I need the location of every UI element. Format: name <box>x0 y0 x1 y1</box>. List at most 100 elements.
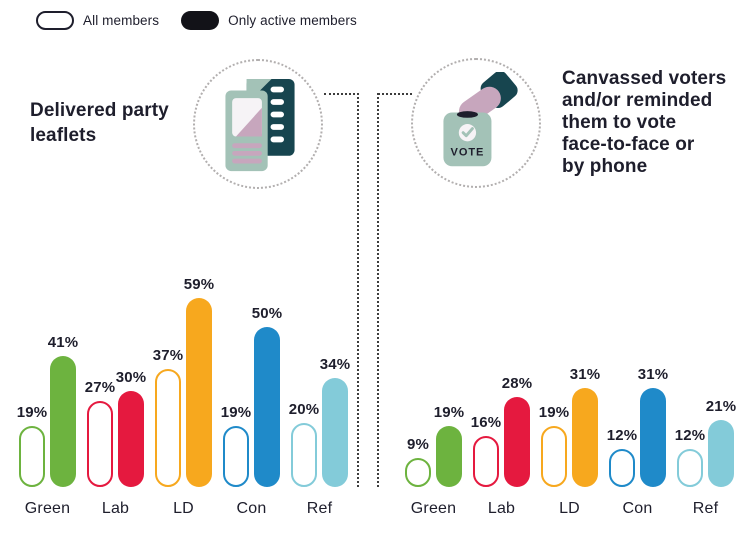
bar-all-members <box>291 423 317 487</box>
leaflet-icon-circle <box>193 59 323 189</box>
legend-item-all-members: All members <box>36 11 159 30</box>
bar-pair: 20% 34% <box>288 257 351 487</box>
category-label: Lab <box>101 500 130 517</box>
bar-value-label: 19% <box>16 404 48 421</box>
category-label: Con <box>236 500 267 517</box>
bar-wrap: 16% <box>470 414 502 487</box>
vote-label: VOTE <box>451 147 485 159</box>
bar-active-members <box>640 388 666 487</box>
bar-pair: 12% 21% <box>674 257 736 487</box>
bar-active-members <box>572 388 598 487</box>
bar-wrap: 12% <box>674 427 706 487</box>
bar-value-label: 19% <box>220 404 252 421</box>
bar-wrap: 19% <box>538 404 570 487</box>
leaflet-icon <box>225 78 295 172</box>
bar-all-members <box>405 458 431 487</box>
legend-label: All members <box>83 13 160 28</box>
bar-pair: 37% 59% <box>153 257 214 487</box>
dotted-divider-left <box>357 93 359 487</box>
bar-value-label: 31% <box>637 366 669 383</box>
bar-wrap: 59% <box>184 276 214 487</box>
legend-label: Only active members <box>228 13 357 28</box>
bar-value-label: 12% <box>674 427 706 444</box>
category-label: LD <box>173 500 194 517</box>
legend-item-active-members: Only active members <box>181 11 357 30</box>
bar-pair: 12% 31% <box>606 257 669 487</box>
bar-wrap: 20% <box>288 401 320 487</box>
bar-active-members <box>436 426 462 487</box>
bar-pair: 19% 41% <box>16 257 79 487</box>
dotted-connector-left-horizontal <box>324 93 359 95</box>
bar-wrap: 12% <box>606 427 638 487</box>
title-line: Canvassed voters <box>562 68 727 89</box>
bar-all-members <box>677 449 703 487</box>
bar-all-members <box>155 369 181 487</box>
bar-active-members <box>708 420 734 487</box>
category-label: Lab <box>487 500 516 517</box>
category-label: Ref <box>306 500 333 517</box>
bar-all-members <box>87 401 113 487</box>
bar-value-label: 9% <box>406 436 430 453</box>
title-line: face-to-face or <box>562 134 695 155</box>
bar-wrap: 19% <box>220 404 252 487</box>
bar-all-members <box>609 449 635 487</box>
bar-active-members <box>50 356 76 487</box>
bar-active-members <box>322 378 348 487</box>
bar-wrap: 19% <box>433 404 465 487</box>
bar-value-label: 20% <box>288 401 320 418</box>
bar-all-members <box>541 426 567 487</box>
bar-value-label: 50% <box>251 305 283 322</box>
bar-active-members <box>254 327 280 487</box>
bar-value-label: 34% <box>319 356 351 373</box>
bar-pair: 19% 50% <box>220 257 283 487</box>
bar-value-label: 30% <box>115 369 147 386</box>
bar-wrap: 30% <box>115 369 147 487</box>
bar-pair: 16% 28% <box>470 257 533 487</box>
legend-swatch-outline <box>36 11 74 30</box>
title-line: them to vote <box>562 112 677 133</box>
category-label: Green <box>410 500 457 517</box>
bar-wrap: 21% <box>706 398 736 487</box>
dotted-connector-right-horizontal <box>378 93 412 95</box>
bar-value-label: 27% <box>84 379 116 396</box>
title-line: Delivered party <box>30 100 169 121</box>
legend-swatch-filled <box>181 11 220 30</box>
bar-wrap: 9% <box>405 436 431 487</box>
category-label: LD <box>559 500 580 517</box>
bar-value-label: 31% <box>569 366 601 383</box>
chart-canvassed-voters: 9% 19% Green 16% 28% Lab 19% 31% LD 12% 31% Con 12% 2… <box>405 257 736 518</box>
chart-delivered-leaflets: 19% 41% Green 27% 30% Lab 37% 59% LD 19% 50% Con 20%… <box>16 257 351 518</box>
bar-wrap: 28% <box>501 375 533 487</box>
bar-active-members <box>186 298 212 487</box>
panel-title-canvassing: Canvassed voters and/or reminded them to… <box>562 68 726 178</box>
bar-value-label: 41% <box>47 334 79 351</box>
panel-title-leaflets: Delivered party leaflets <box>30 98 169 148</box>
bar-wrap: 31% <box>637 366 669 487</box>
ballot-box-hand-icon: VOTE <box>443 72 518 167</box>
bar-group-lab: 27% 30% Lab <box>84 257 147 518</box>
bar-all-members <box>473 436 499 487</box>
bar-value-label: 12% <box>606 427 638 444</box>
bar-group-lab: 16% 28% Lab <box>470 257 533 518</box>
bar-group-ld: 19% 31% LD <box>538 257 601 518</box>
dotted-divider-right <box>377 93 379 487</box>
bar-active-members <box>504 397 530 487</box>
bar-pair: 9% 19% <box>405 257 465 487</box>
bar-value-label: 19% <box>538 404 570 421</box>
bar-wrap: 50% <box>251 305 283 487</box>
title-line: leaflets <box>30 125 97 146</box>
bar-group-con: 12% 31% Con <box>606 257 669 518</box>
title-line: by phone <box>562 156 648 177</box>
bar-wrap: 41% <box>47 334 79 487</box>
bar-value-label: 16% <box>470 414 502 431</box>
bar-all-members <box>19 426 45 487</box>
bar-value-label: 28% <box>501 375 533 392</box>
bar-value-label: 19% <box>433 404 465 421</box>
bar-wrap: 27% <box>84 379 116 487</box>
bar-wrap: 34% <box>319 356 351 487</box>
bar-pair: 27% 30% <box>84 257 147 487</box>
legend: All members Only active members <box>36 11 357 30</box>
bar-group-ld: 37% 59% LD <box>153 257 214 518</box>
bar-group-con: 19% 50% Con <box>220 257 283 518</box>
